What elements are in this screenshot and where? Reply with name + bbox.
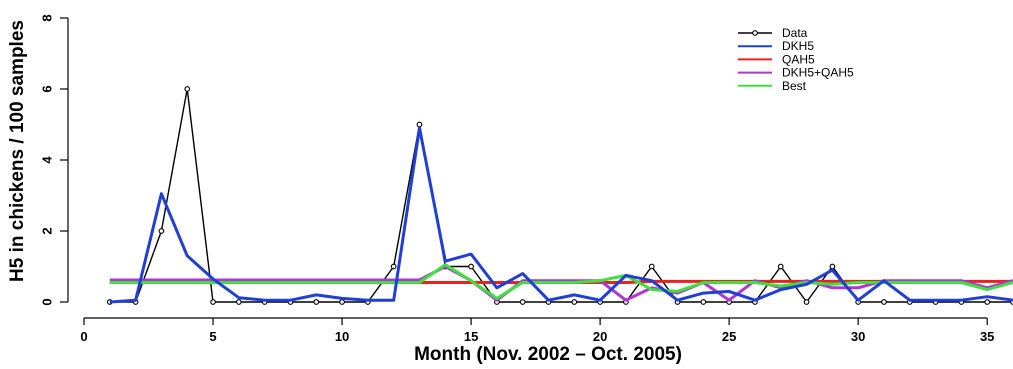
series-line-dkh5-qah5 bbox=[109, 265, 1013, 302]
x-tick-label: 30 bbox=[851, 329, 865, 344]
legend-label-qah5: QAH5 bbox=[782, 52, 815, 66]
x-tick-label: 15 bbox=[464, 329, 478, 344]
data-point bbox=[339, 299, 345, 305]
data-point bbox=[390, 263, 397, 270]
x-tick-label: 10 bbox=[335, 329, 349, 344]
legend-marker bbox=[752, 30, 758, 36]
data-point bbox=[468, 263, 474, 270]
data-point bbox=[803, 299, 810, 305]
data-point bbox=[416, 121, 423, 128]
x-tick-label: 25 bbox=[722, 329, 736, 344]
y-tick-label: 6 bbox=[39, 85, 54, 92]
legend-label-best: Best bbox=[782, 79, 807, 93]
data-point bbox=[881, 299, 887, 305]
legend-label-dkh5: DKH5 bbox=[782, 39, 814, 53]
data-point bbox=[210, 299, 216, 305]
data-point bbox=[984, 299, 991, 305]
x-axis-title: Month (Nov. 2002 – Oct. 2005) bbox=[414, 344, 682, 365]
y-axis-title: H5 in chickens / 100 samples bbox=[7, 20, 28, 282]
series-line-dkh5 bbox=[109, 126, 1013, 304]
series-layer bbox=[106, 86, 1013, 305]
x-tick-label: 0 bbox=[80, 329, 87, 344]
y-tick-label: 2 bbox=[39, 227, 54, 234]
series-line-data bbox=[109, 88, 1013, 303]
x-tick-label: 5 bbox=[209, 329, 216, 344]
series-line-best bbox=[109, 263, 1013, 300]
x-tick-label: 35 bbox=[980, 329, 994, 344]
data-point bbox=[829, 263, 836, 270]
y-tick-label: 8 bbox=[39, 14, 54, 21]
data-point bbox=[158, 228, 165, 234]
data-point bbox=[777, 263, 784, 270]
data-point bbox=[235, 299, 242, 305]
legend-label-data: Data bbox=[782, 26, 808, 40]
data-point bbox=[519, 299, 526, 305]
y-tick-label: 0 bbox=[39, 298, 54, 305]
x-tick-label: 20 bbox=[593, 329, 607, 344]
data-point bbox=[184, 86, 191, 92]
y-tick-label: 4 bbox=[39, 156, 54, 164]
legend-label-dkh5-qah5: DKH5+QAH5 bbox=[782, 66, 854, 80]
data-point bbox=[700, 299, 707, 305]
data-point bbox=[571, 299, 578, 305]
data-point bbox=[313, 299, 320, 305]
data-point bbox=[648, 263, 655, 270]
axes: 0 2 4 6 8 0 5 10 15 20 25 30 35 bbox=[39, 14, 994, 344]
